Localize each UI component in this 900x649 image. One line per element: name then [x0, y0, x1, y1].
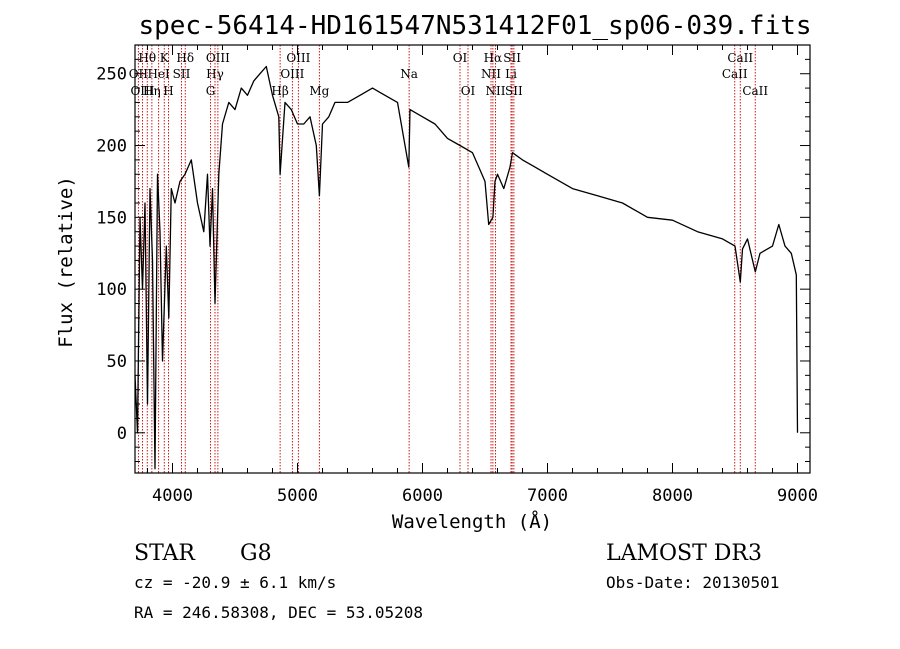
- y-axis-label: Flux (relative): [55, 176, 77, 348]
- x-tick-label: 6000: [402, 486, 443, 506]
- y-tick-label: 100: [96, 280, 127, 300]
- spectral-line-label: NII: [486, 84, 506, 98]
- spectral-line-label: SII: [503, 51, 521, 65]
- spectral-line-label: Hη: [143, 84, 161, 98]
- y-axis-ticks: 0 50 100 150 200 250: [96, 58, 810, 463]
- y-tick-label: 0: [117, 424, 127, 444]
- x-tick-label: 8000: [652, 486, 693, 506]
- x-tick-label: 4000: [152, 486, 193, 506]
- spectral-line-label: CaII: [727, 51, 753, 65]
- axes: [134, 44, 811, 474]
- spectral-line-label: HeI: [147, 67, 170, 81]
- spectral-line-label: SII: [505, 84, 523, 98]
- spectral-line-label: OIII: [286, 51, 310, 65]
- spectral-line-label: OI: [453, 51, 468, 65]
- chart-title: spec-56414-HD161547N531412F01_sp06-039.f…: [138, 11, 811, 41]
- spectral-line-label: OIII: [130, 84, 154, 98]
- object-subclass: G8: [240, 541, 272, 566]
- spectral-line-label: K: [160, 51, 170, 65]
- spectral-lines: [137, 45, 756, 473]
- coordinates: RA = 246.58308, DEC = 53.05208: [134, 603, 423, 622]
- x-tick-label: 7000: [527, 486, 568, 506]
- spectral-line-label: Hθ: [138, 51, 156, 65]
- observation-date: Obs-Date: 20130501: [606, 573, 779, 592]
- y-tick-label: 150: [96, 208, 127, 228]
- spectral-line-label: Li: [505, 67, 517, 81]
- spectral-line-label: Na: [400, 67, 418, 81]
- spectral-line-label: OIII: [206, 51, 230, 65]
- x-tick-label: 5000: [277, 486, 318, 506]
- spectral-line-label: OI: [461, 84, 476, 98]
- spectral-line-label: Hδ: [176, 51, 194, 65]
- spectrum-series: [134, 65, 799, 470]
- spectral-line-label: CaII: [722, 67, 748, 81]
- plot-frame: [134, 44, 811, 474]
- spectral-line-label: Hα: [484, 51, 503, 65]
- spectral-line-label: G: [206, 84, 216, 98]
- y-tick-label: 50: [107, 352, 127, 372]
- spectral-line-label: Mg: [309, 84, 329, 98]
- survey-name: LAMOST DR3: [606, 541, 762, 566]
- spectral-line-label: Hβ: [271, 84, 288, 98]
- y-tick-label: 250: [96, 65, 127, 85]
- spectral-line-label: Hγ: [206, 67, 224, 81]
- spectral-line-label: NII: [481, 67, 501, 81]
- x-axis-label: Wavelength (Å): [392, 510, 552, 533]
- redshift-value: cz = -20.9 ± 6.1 km/s: [134, 573, 336, 592]
- spectral-line-label: OIII: [280, 67, 304, 81]
- spectral-line-label: SII: [173, 67, 191, 81]
- spectral-line-label: CaII: [742, 84, 768, 98]
- y-tick-label: 200: [96, 137, 127, 157]
- spectrum-line: [134, 65, 799, 470]
- spectral-line-label: H: [163, 84, 173, 98]
- x-axis-ticks: 4000 5000 6000 7000 8000 9000: [147, 45, 818, 506]
- object-class: STAR: [134, 541, 196, 566]
- x-tick-label: 9000: [777, 486, 818, 506]
